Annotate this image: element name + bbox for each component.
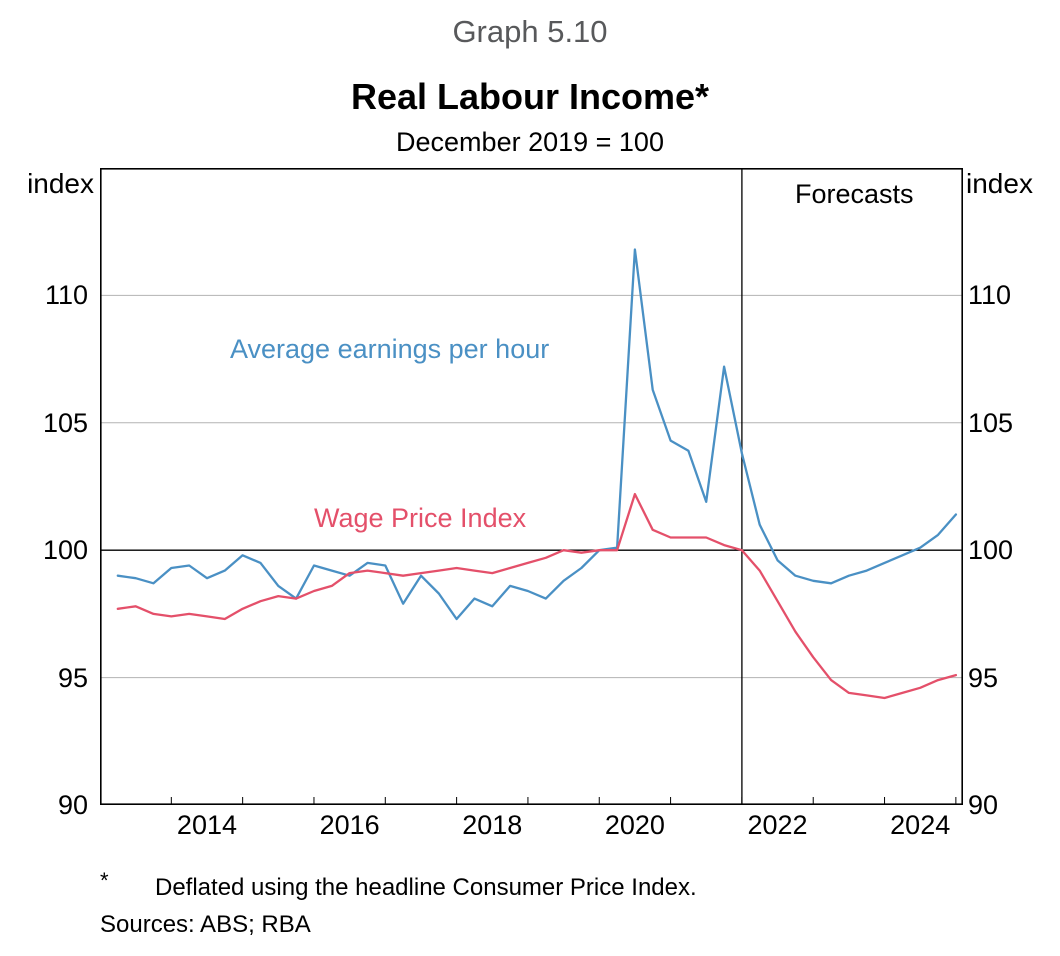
y-axis-labels-right: 90 95 100 105 110 (967, 0, 1060, 956)
y-axis-tick-label: 110 (44, 280, 88, 311)
forecasts-label: Forecasts (795, 179, 914, 209)
series-line (116, 248, 958, 621)
plot-svg (100, 168, 964, 806)
y-axis-tick-label: 90 (57, 790, 88, 820)
graph-number: Graph 5.10 (452, 14, 608, 49)
y-axis-tick-label: 100 (42, 535, 88, 566)
y-axis-tick-label: 95 (57, 662, 88, 693)
footnote-asterisk: * (100, 868, 109, 893)
chart-subtitle: December 2019 = 100 (396, 127, 664, 157)
y-axis-tick-label: 105 (42, 407, 88, 438)
y-axis-tick-label: 95 (968, 662, 999, 693)
series-label-wage-price-index: Wage Price Index (314, 503, 527, 533)
x-axis-tick-label: 2014 (176, 810, 237, 840)
y-axis-tick-label: 90 (968, 790, 999, 820)
chart-title: Real Labour Income* (350, 76, 710, 117)
x-axis-tick-label: 2024 (890, 810, 951, 840)
y-axis-labels-left: 90 95 100 105 110 (0, 0, 93, 956)
x-axis-tick-label: 2018 (462, 810, 523, 840)
x-axis-tick-label: 2022 (747, 810, 808, 840)
y-axis-tick-label: 110 (968, 280, 1012, 311)
y-axis-tick-label: 100 (968, 535, 1014, 566)
series-line (116, 492, 958, 700)
x-axis-tick-label: 2020 (604, 810, 665, 840)
series-label-average-earnings: Average earnings per hour (230, 334, 550, 364)
y-axis-tick-label: 105 (968, 407, 1014, 438)
y-axis-unit-right: index (966, 168, 1033, 199)
x-axis-tick-label: 2016 (319, 810, 380, 840)
footnote-text: Deflated using the headline Consumer Pri… (155, 874, 697, 901)
plot-area (100, 168, 964, 806)
sources-text: Sources: ABS; RBA (100, 911, 311, 938)
y-axis-unit-left: index (27, 168, 94, 199)
